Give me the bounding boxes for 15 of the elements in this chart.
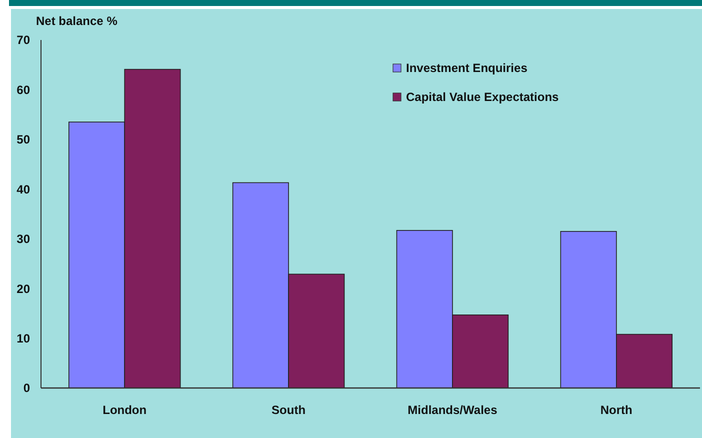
y-tick-label: 30 [16,232,30,246]
y-tick-label: 0 [23,381,30,396]
legend-label: Investment Enquiries [406,61,528,76]
y-tick-label: 40 [16,182,30,196]
y-tick-label: 60 [16,82,30,97]
x-tick-label: London [102,403,147,417]
legend-label: Capital Value Expectations [406,90,560,104]
y-tick-label: 20 [16,282,30,296]
y-axis-title: Net balance % [36,14,118,28]
y-tick-label: 70 [16,33,30,48]
y-tick-label: 10 [16,331,30,346]
x-tick-label: South [272,403,306,417]
y-tick-label: 50 [16,132,30,147]
x-tick-label: Midlands/Wales [408,403,498,417]
x-tick-label: North [600,403,632,417]
